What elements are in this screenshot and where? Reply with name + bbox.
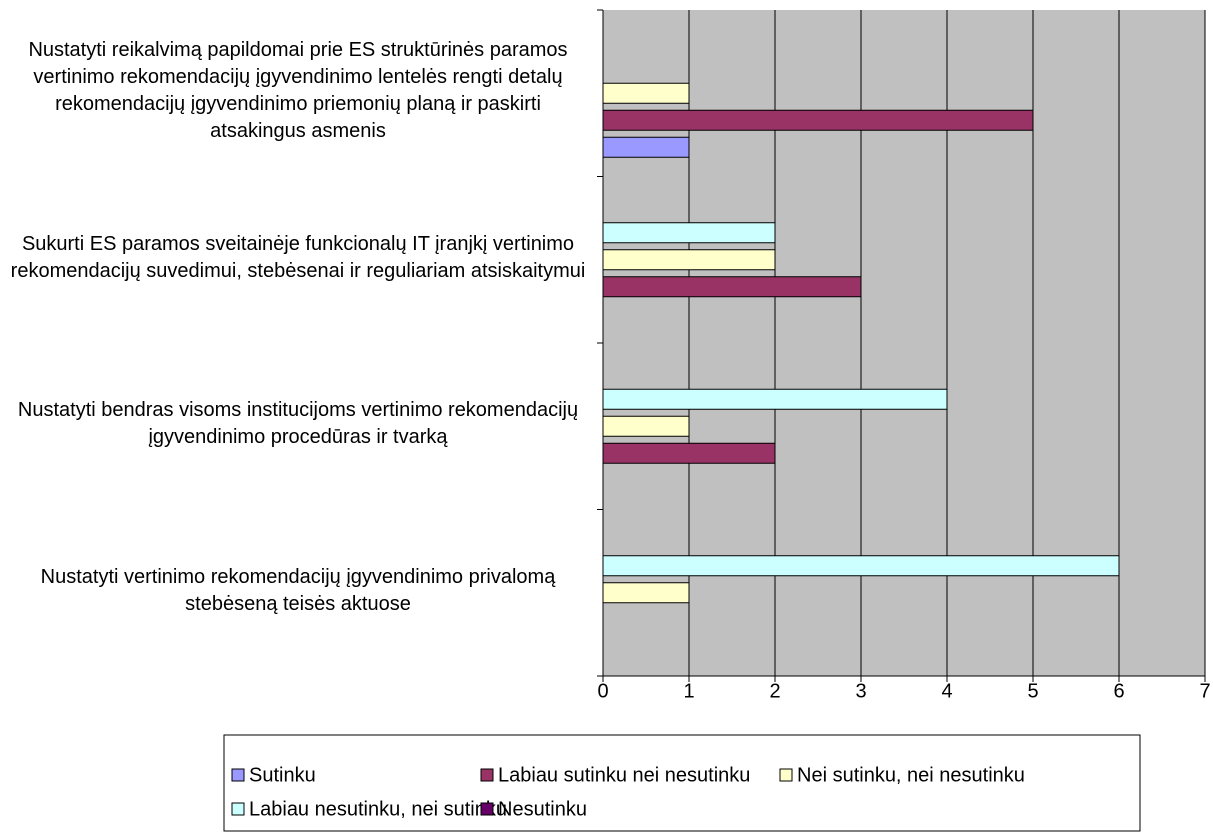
x-tick-label: 0 (597, 680, 608, 702)
legend-swatch (779, 768, 793, 782)
category-label: Sukurti ES paramos sveitainėje funkciona… (10, 232, 586, 282)
bar (602, 555, 1120, 577)
bar (602, 82, 690, 104)
bar (602, 442, 776, 464)
legend-label: Labiau nesutinku, nei sutinku (249, 798, 507, 820)
bar (602, 276, 862, 298)
legend-swatch (480, 768, 494, 782)
bar (602, 222, 776, 244)
x-tick-label: 6 (1113, 680, 1124, 702)
legend-label: Nei sutinku, nei nesutinku (797, 764, 1025, 786)
legend-label: Labiau sutinku nei nesutinku (498, 764, 750, 786)
bar (602, 582, 690, 604)
legend-swatch (231, 802, 245, 816)
category-label: Nustatyti reikalvimą papildomai prie ES … (28, 39, 568, 143)
legend-swatch (480, 802, 494, 816)
x-tick-label: 4 (941, 680, 952, 702)
x-tick-label: 1 (683, 680, 694, 702)
x-tick-label: 5 (1027, 680, 1038, 702)
legend-swatch (231, 768, 245, 782)
bar (602, 109, 1034, 131)
x-tick-label: 2 (769, 680, 780, 702)
bar (602, 136, 690, 158)
legend-label: Sutinku (249, 764, 316, 786)
bar (602, 249, 776, 271)
category-label: Nustatyti bendras visoms institucijoms v… (17, 399, 579, 449)
legend-label: Nesutinku (498, 798, 587, 820)
legend-box (223, 734, 1141, 832)
x-tick-label: 7 (1199, 680, 1210, 702)
bar (602, 388, 948, 410)
x-tick-label: 3 (855, 680, 866, 702)
bar (602, 415, 690, 437)
category-label: Nustatyti vertinimo rekomendacijų įgyven… (40, 565, 556, 615)
